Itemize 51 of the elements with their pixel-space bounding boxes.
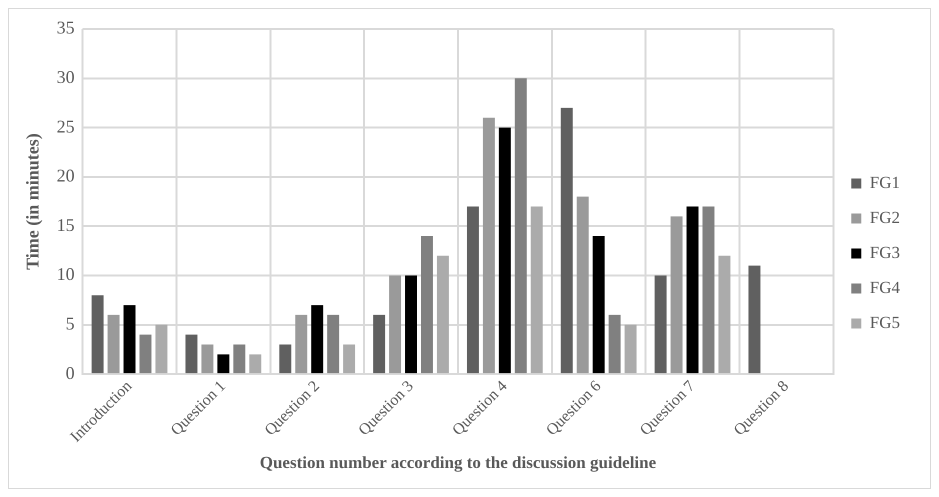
bar <box>436 256 449 374</box>
bar <box>185 334 198 374</box>
y-tick-label: 10 <box>56 264 75 284</box>
bar <box>482 118 495 374</box>
y-tick-label: 35 <box>56 18 75 38</box>
y-tick-label: 25 <box>56 116 75 136</box>
x-axis-title: Question number according to the discussion guideline <box>260 453 657 472</box>
legend-label: FG4 <box>870 278 900 297</box>
bar <box>201 344 214 374</box>
y-tick-label: 0 <box>66 362 75 383</box>
y-tick-label: 20 <box>56 166 75 186</box>
y-tick-label: 15 <box>56 214 75 235</box>
bar <box>466 206 479 374</box>
bar <box>576 196 589 374</box>
bar <box>592 236 605 374</box>
legend-label: FG3 <box>870 242 900 262</box>
bar <box>560 108 573 374</box>
legend-label: FG1 <box>870 172 900 192</box>
y-tick-label: 5 <box>66 314 75 334</box>
bar <box>92 295 104 374</box>
bar <box>343 344 356 374</box>
bar <box>748 266 760 374</box>
bar <box>686 206 698 374</box>
bar <box>124 305 136 374</box>
bar <box>233 344 246 374</box>
bar <box>108 314 120 374</box>
y-tick-label: 30 <box>56 67 75 88</box>
bar <box>327 314 340 374</box>
bar <box>420 236 433 374</box>
bar <box>498 128 511 374</box>
legend-label: FG2 <box>870 208 900 227</box>
legend-label: FG5 <box>870 312 900 332</box>
bar <box>279 344 292 374</box>
bar <box>373 314 386 374</box>
bar <box>155 324 168 374</box>
y-axis-title: Time (in minutes) <box>22 133 42 270</box>
bar <box>654 275 667 374</box>
bar <box>718 256 730 374</box>
bar <box>217 354 230 374</box>
bar <box>389 275 402 374</box>
bar <box>608 314 621 374</box>
bar <box>405 275 417 374</box>
bar <box>249 354 262 374</box>
bar <box>530 206 543 374</box>
bar <box>624 324 637 374</box>
bar <box>295 314 308 374</box>
bar <box>514 78 527 374</box>
bar <box>670 216 683 374</box>
bar <box>702 206 714 374</box>
bar <box>139 334 152 374</box>
bar <box>311 305 324 374</box>
